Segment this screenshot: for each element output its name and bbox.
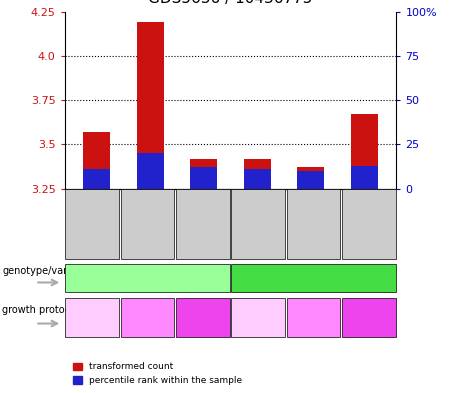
Bar [83, 132, 110, 189]
Text: TH1
conditions
for 4 days: TH1 conditions for 4 days [241, 307, 275, 327]
Bar [351, 166, 378, 189]
Bar [137, 153, 164, 189]
Text: genotype/variation: genotype/variation [2, 266, 95, 276]
Bar [244, 158, 271, 189]
Text: GSM1194892: GSM1194892 [88, 198, 97, 250]
Bar [244, 169, 271, 189]
Bar [351, 114, 378, 189]
Text: TH2
conditions
for 4 days: TH2 conditions for 4 days [130, 307, 165, 327]
Text: GSM1194889: GSM1194889 [309, 198, 318, 250]
Bar [297, 171, 324, 189]
Bar [297, 167, 324, 189]
Text: growth protocol: growth protocol [2, 305, 79, 315]
Text: TH2
conditions
for 4 days: TH2 conditions for 4 days [296, 307, 331, 327]
Text: Bhlhe40 knockout: Bhlhe40 knockout [100, 273, 195, 283]
Text: wild type: wild type [290, 273, 337, 283]
Text: TH17
conditions
for 4 days: TH17 conditions for 4 days [352, 307, 386, 327]
Text: GSM1194890: GSM1194890 [364, 198, 373, 250]
Text: TH17
conditions
for 4 days: TH17 conditions for 4 days [186, 307, 220, 327]
Text: GSM1194894: GSM1194894 [198, 198, 207, 250]
Title: GDS5636 / 10436775: GDS5636 / 10436775 [148, 0, 313, 6]
Bar [83, 169, 110, 189]
Bar [190, 158, 217, 189]
Bar [137, 22, 164, 189]
Text: TH1
conditions
for 4 days: TH1 conditions for 4 days [75, 307, 109, 327]
Text: GSM1194893: GSM1194893 [143, 198, 152, 250]
Legend: transformed count, percentile rank within the sample: transformed count, percentile rank withi… [69, 359, 246, 389]
Text: GSM1194888: GSM1194888 [254, 198, 263, 250]
Bar [190, 167, 217, 189]
